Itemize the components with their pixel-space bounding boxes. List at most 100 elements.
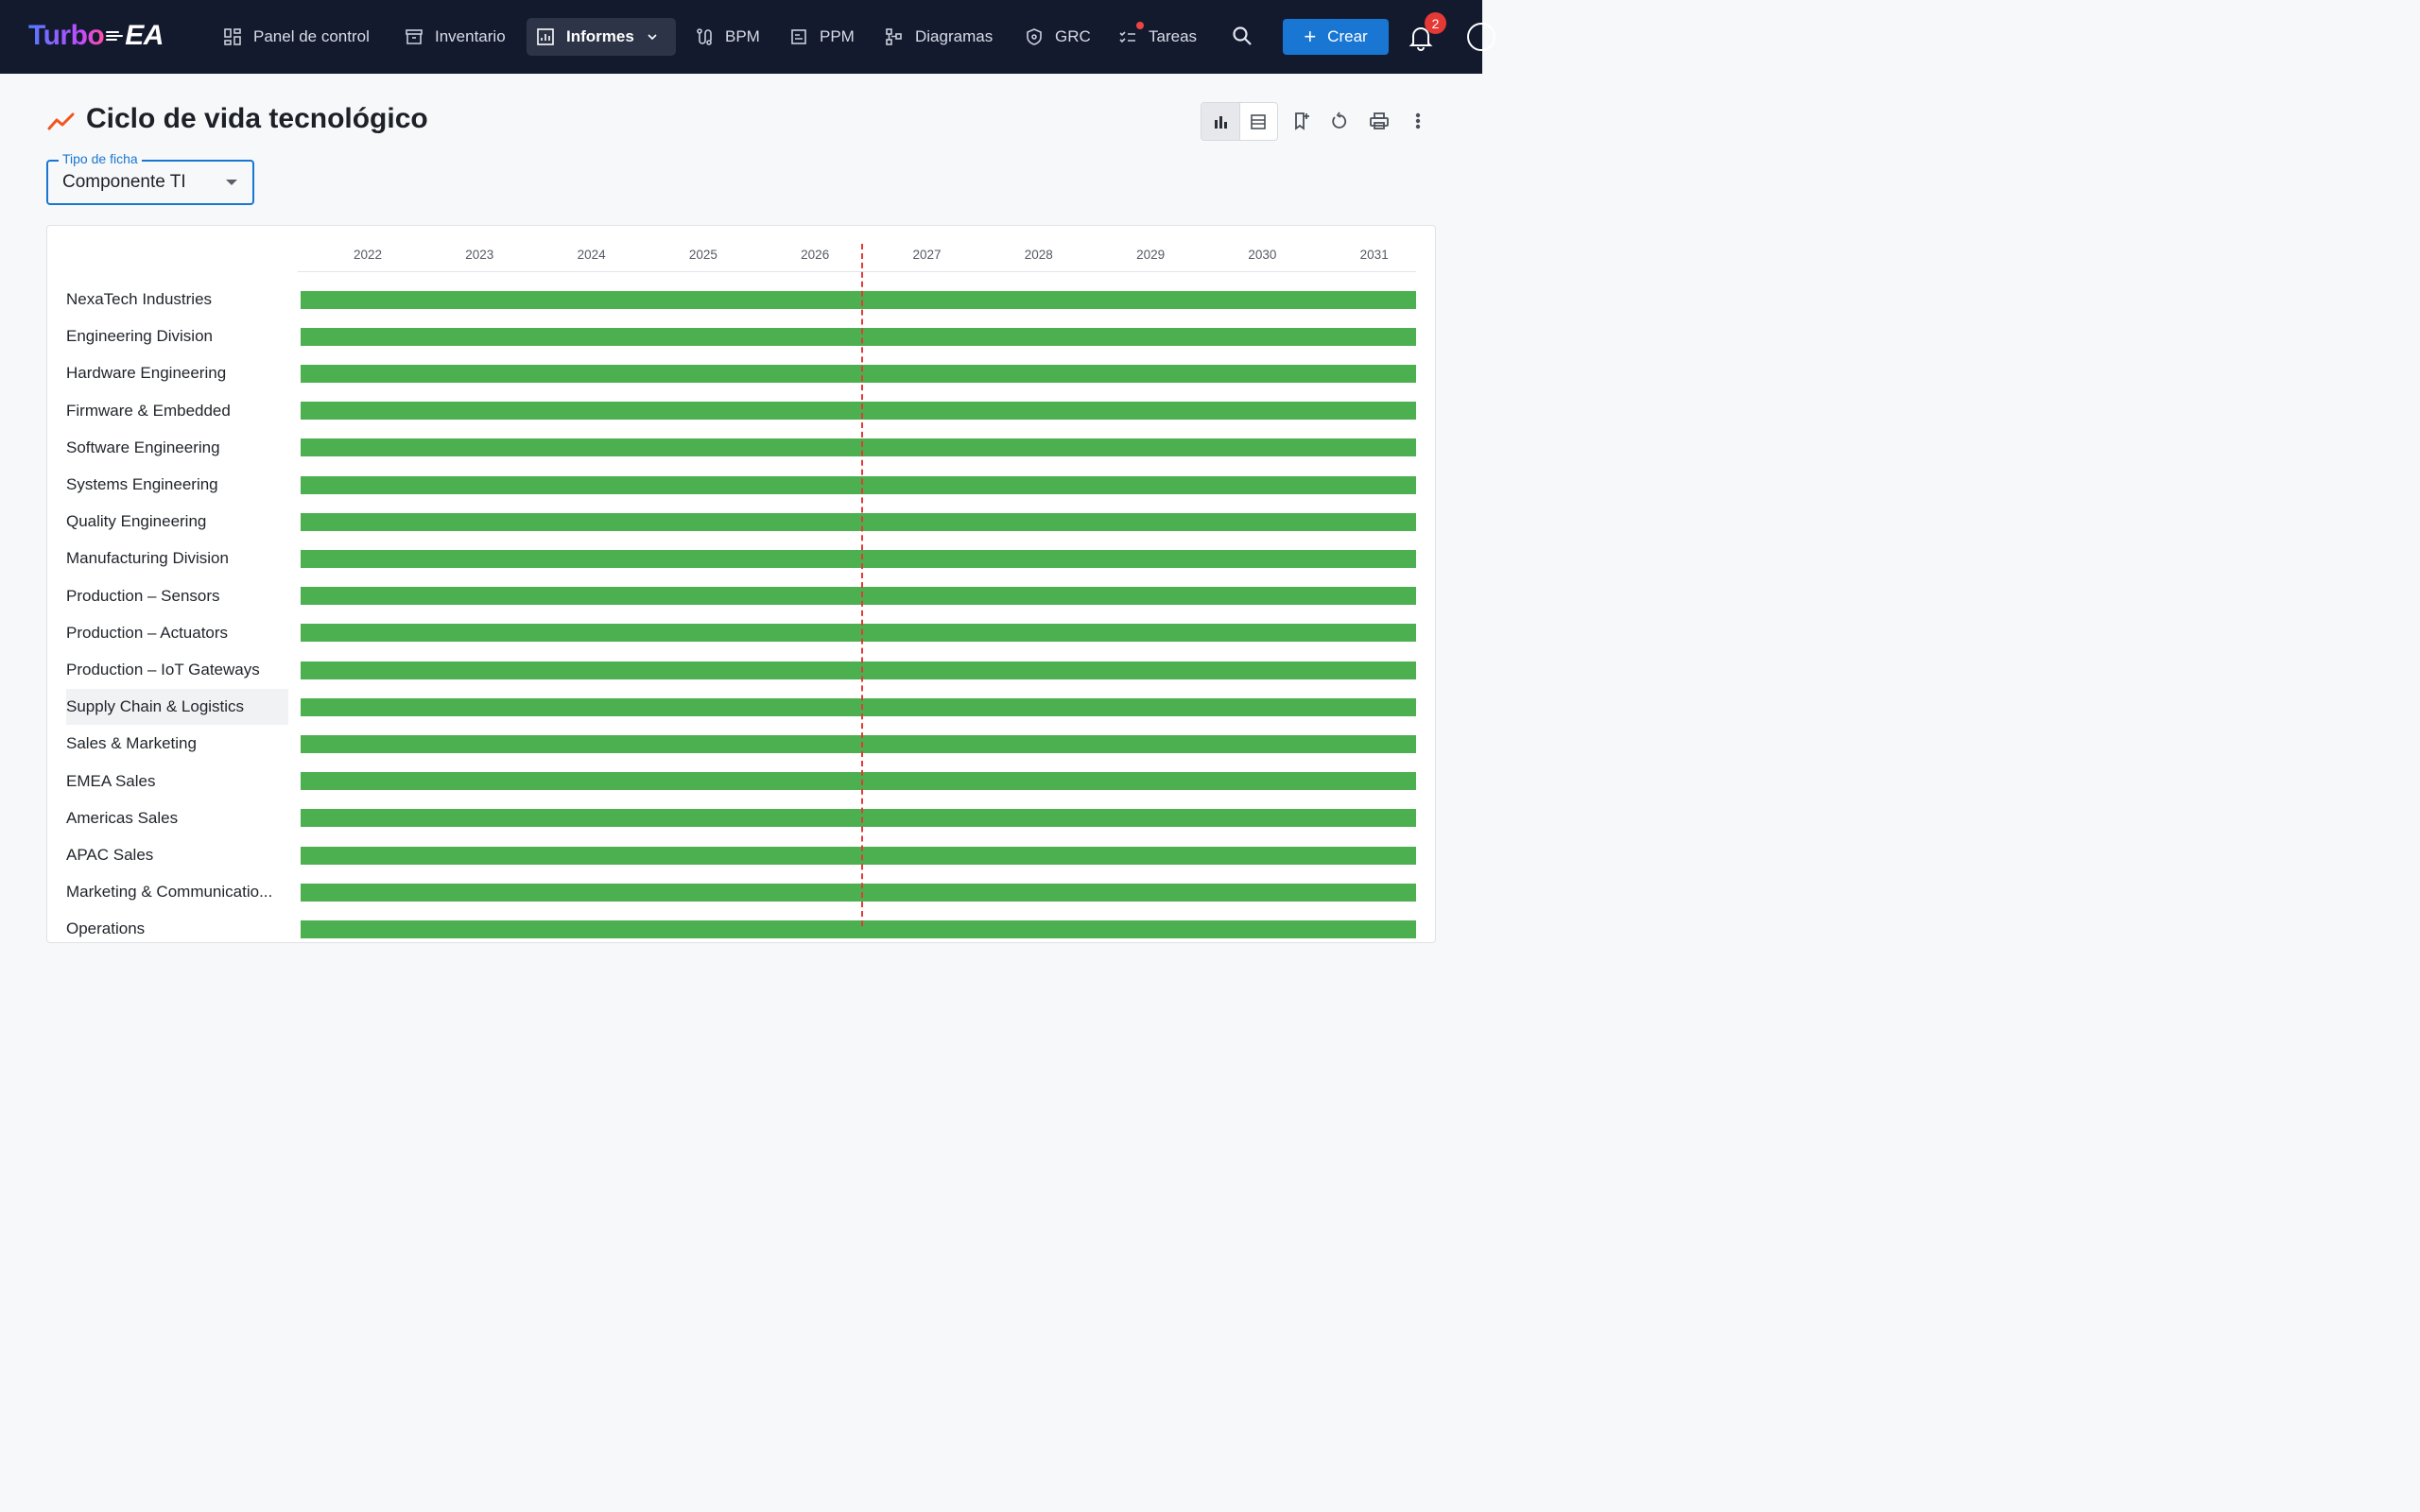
row-label[interactable]: Firmware & Embedded	[66, 401, 231, 420]
row-label[interactable]: Production – Sensors	[66, 586, 220, 605]
user-avatar-icon[interactable]	[1467, 23, 1495, 51]
lifecycle-bar[interactable]	[301, 772, 1416, 791]
lifecycle-bar[interactable]	[301, 809, 1416, 828]
nav-tareas[interactable]: Tareas	[1109, 18, 1206, 56]
chart-axis-line	[298, 271, 1416, 272]
card-type-select-label: Tipo de ficha	[59, 151, 142, 166]
nav-label: GRC	[1055, 27, 1091, 45]
x-axis-year-label: 2029	[1136, 248, 1166, 262]
report-chart-icon	[537, 28, 554, 45]
turboea-logo[interactable]: Turbo EA	[28, 19, 164, 53]
view-toggle-group	[1201, 102, 1278, 141]
card-type-select[interactable]	[46, 160, 254, 205]
row-label[interactable]: Hardware Engineering	[66, 364, 227, 383]
x-axis-year-label: 2026	[801, 248, 830, 262]
nav-label: Tareas	[1149, 27, 1198, 45]
lifecycle-bar[interactable]	[301, 512, 1416, 531]
tasks-icon	[1119, 31, 1135, 43]
chevron-down-icon	[648, 34, 657, 41]
table-icon	[1251, 113, 1267, 129]
top-nav-bar: Turbo EA Panel de control Inventario Inf…	[0, 0, 1495, 74]
project-icon	[791, 29, 806, 44]
plus-icon: +	[1304, 25, 1317, 48]
nav-diagramas[interactable]: Diagramas	[875, 18, 1002, 56]
lifecycle-bar[interactable]	[301, 327, 1416, 346]
nav-ppm[interactable]: PPM	[780, 18, 864, 56]
lifecycle-bar[interactable]	[301, 402, 1416, 421]
reset-icon	[1332, 112, 1347, 129]
x-axis-year-label: 2023	[465, 248, 494, 262]
x-axis-year-label: 2024	[577, 248, 606, 262]
x-axis-year-label: 2028	[1024, 248, 1053, 262]
notifications-button[interactable]	[1409, 25, 1433, 51]
x-axis-year-label: 2027	[912, 248, 942, 262]
bell-icon	[1409, 27, 1433, 51]
row-label[interactable]: Engineering Division	[66, 327, 213, 346]
lifecycle-bar[interactable]	[301, 661, 1416, 679]
row-label[interactable]: Software Engineering	[66, 438, 220, 456]
row-label[interactable]: NexaTech Industries	[66, 290, 213, 308]
row-label[interactable]: Operations	[66, 919, 146, 938]
create-button-label: Crear	[1327, 27, 1368, 45]
lifecycle-bar[interactable]	[301, 549, 1416, 568]
create-button[interactable]: + Crear	[1283, 19, 1389, 55]
page-title: Ciclo de vida tecnológico	[86, 103, 428, 134]
lifecycle-bar[interactable]	[301, 846, 1416, 865]
lifecycle-bar[interactable]	[301, 697, 1416, 716]
bookmark-add-icon	[1295, 112, 1309, 130]
row-label[interactable]: EMEA Sales	[66, 771, 156, 790]
lifecycle-bar[interactable]	[301, 919, 1416, 938]
shield-icon	[1027, 28, 1042, 45]
nav-panel-de-control[interactable]: Panel de control	[214, 18, 379, 56]
lifecycle-bar[interactable]	[301, 438, 1416, 457]
save-bookmark-button[interactable]	[1291, 111, 1312, 131]
trend-line-icon	[47, 110, 76, 132]
archive-icon	[406, 29, 423, 44]
x-axis-year-label: 2030	[1248, 248, 1277, 262]
lifecycle-bar[interactable]	[301, 290, 1416, 309]
nav-label: Panel de control	[253, 27, 370, 45]
more-options-button[interactable]	[1408, 111, 1428, 131]
nav-bpm[interactable]: BPM	[685, 18, 769, 56]
row-label[interactable]: Americas Sales	[66, 808, 179, 827]
diagram-icon	[886, 28, 902, 45]
search-button[interactable]	[1231, 25, 1255, 49]
route-icon	[697, 28, 712, 45]
nav-label: Diagramas	[915, 27, 994, 45]
table-view-toggle[interactable]	[1238, 103, 1278, 140]
nav-informes[interactable]: Informes	[527, 18, 676, 56]
row-label[interactable]: Manufacturing Division	[66, 549, 229, 568]
tasks-notification-dot	[1136, 22, 1144, 29]
print-button[interactable]	[1369, 111, 1390, 131]
x-axis-year-label: 2025	[688, 248, 717, 262]
row-label[interactable]: Production – IoT Gateways	[66, 661, 260, 679]
x-axis-year-label: 2031	[1359, 248, 1389, 262]
row-label[interactable]: Sales & Marketing	[66, 734, 197, 753]
lifecycle-bar[interactable]	[301, 734, 1416, 753]
chart-view-toggle[interactable]	[1201, 103, 1239, 140]
more-vertical-icon	[1415, 112, 1421, 129]
reset-button[interactable]	[1329, 111, 1350, 131]
lifecycle-bar[interactable]	[301, 364, 1416, 383]
nav-label: Informes	[566, 27, 634, 45]
today-marker-line	[860, 244, 863, 926]
row-label[interactable]: Marketing & Communicatio...	[66, 883, 273, 902]
search-icon	[1233, 26, 1252, 45]
row-label[interactable]: Systems Engineering	[66, 475, 218, 493]
nav-grc[interactable]: GRC	[1015, 18, 1100, 56]
row-label[interactable]: Production – Actuators	[66, 623, 229, 642]
lifecycle-bar[interactable]	[301, 587, 1416, 606]
x-axis-year-label: 2022	[353, 248, 383, 262]
row-label[interactable]: Supply Chain & Logistics	[66, 689, 288, 726]
lifecycle-bar[interactable]	[301, 883, 1416, 902]
row-label[interactable]: APAC Sales	[66, 846, 154, 864]
nav-inventario[interactable]: Inventario	[395, 18, 515, 56]
dashboard-icon	[224, 28, 241, 45]
logo-speed-lines	[106, 29, 124, 43]
lifecycle-bar[interactable]	[301, 475, 1416, 494]
print-icon	[1370, 112, 1389, 129]
row-label[interactable]: Quality Engineering	[66, 512, 207, 531]
lifecycle-bar[interactable]	[301, 624, 1416, 643]
dropdown-arrow-icon[interactable]	[226, 180, 237, 185]
nav-label: PPM	[820, 27, 855, 45]
